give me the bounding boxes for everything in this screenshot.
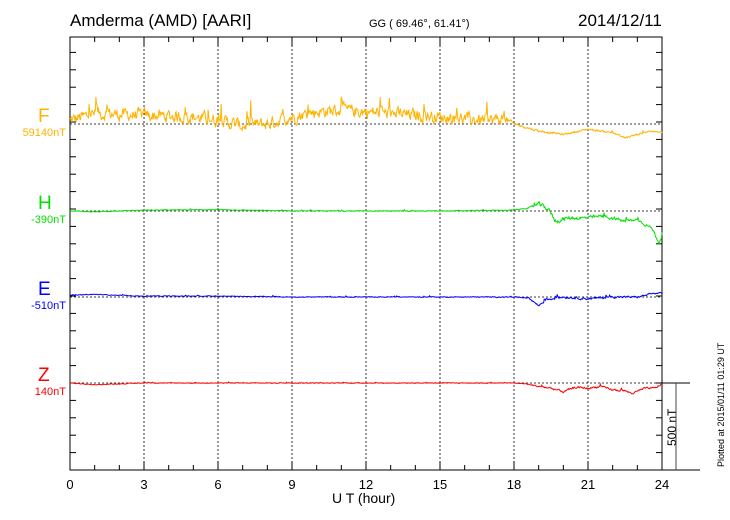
series-baseline-z: 140nT [34,386,66,398]
chart-date: 2014/12/11 [578,11,662,30]
x-tick-label: 6 [214,477,221,492]
series-line-z [69,381,663,395]
series-name-h: H [38,193,52,214]
x-tick-label: 12 [359,477,373,492]
x-tick-label: 3 [140,477,147,492]
series-line-e [69,291,663,307]
series-line-f [69,96,663,139]
x-tick-label: 15 [433,477,447,492]
x-tick-label: 0 [66,477,73,492]
series-name-e: E [38,279,51,300]
series-line-h [69,201,663,246]
series-name-f: F [38,106,50,127]
series-baseline-h: -390nT [31,214,66,226]
x-tick-label: 9 [288,477,295,492]
x-tick-label: 21 [581,477,595,492]
x-axis-label: U T (hour) [332,490,396,506]
x-tick-label: 24 [655,477,669,492]
series-name-z: Z [38,365,50,386]
series-baseline-e: -510nT [31,300,66,312]
station-coordinates: GG ( 69.46°, 61.41°) [369,18,470,30]
x-tick-label: 18 [507,477,521,492]
chart-title: Amderma (AMD) [AARI] [70,11,252,30]
series-baseline-f: 59140nT [22,127,66,139]
